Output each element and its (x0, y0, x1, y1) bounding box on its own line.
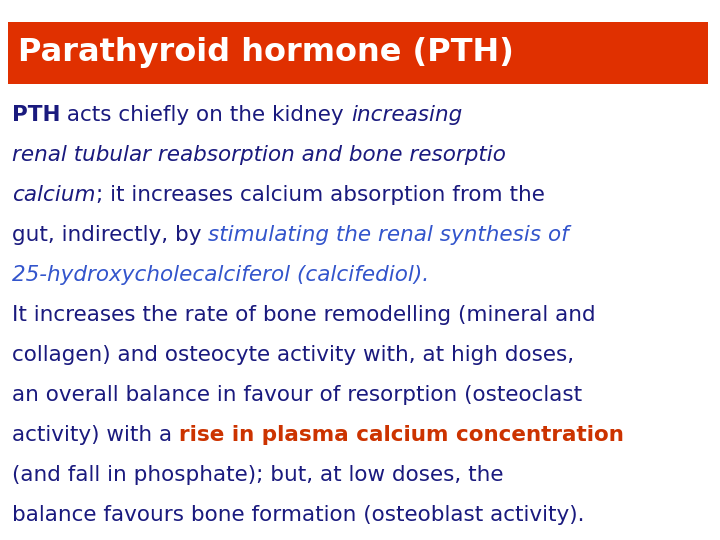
Text: rise in plasma calcium concentration: rise in plasma calcium concentration (179, 425, 624, 445)
Text: balance favours bone formation (osteoblast activity).: balance favours bone formation (osteobla… (12, 505, 585, 525)
Text: collagen) and osteocyte activity with, at high doses,: collagen) and osteocyte activity with, a… (12, 345, 574, 365)
Text: 25-hydroxycholecalciferol (calcifediol).: 25-hydroxycholecalciferol (calcifediol). (12, 265, 429, 285)
Text: activity) with a: activity) with a (12, 425, 179, 445)
Text: ; it increases calcium absorption from the: ; it increases calcium absorption from t… (96, 185, 544, 205)
Text: calcium: calcium (12, 185, 96, 205)
Text: renal tubular reabsorption and bone resorptio: renal tubular reabsorption and bone reso… (12, 145, 506, 165)
Text: Parathyroid hormone (PTH): Parathyroid hormone (PTH) (18, 37, 514, 69)
Text: (and fall in phosphate); but, at low doses, the: (and fall in phosphate); but, at low dos… (12, 465, 503, 485)
Text: gut, indirectly, by: gut, indirectly, by (12, 225, 208, 245)
Text: PTH: PTH (12, 105, 60, 125)
Text: It increases the rate of bone remodelling (mineral and: It increases the rate of bone remodellin… (12, 305, 595, 325)
FancyBboxPatch shape (8, 22, 708, 84)
Text: increasing: increasing (351, 105, 462, 125)
Text: an overall balance in favour of resorption (osteoclast: an overall balance in favour of resorpti… (12, 385, 582, 405)
Text: stimulating the renal synthesis of: stimulating the renal synthesis of (208, 225, 569, 245)
Text: acts chiefly on the kidney: acts chiefly on the kidney (60, 105, 351, 125)
